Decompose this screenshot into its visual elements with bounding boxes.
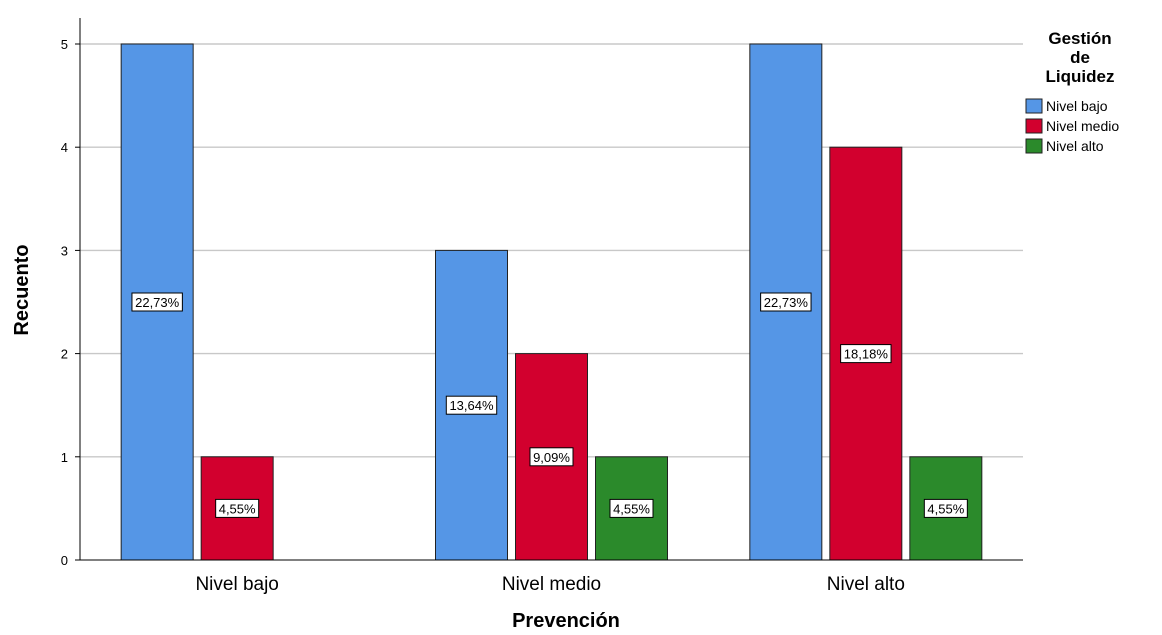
data-label: 13,64% — [449, 398, 494, 413]
legend-swatch — [1025, 118, 1043, 134]
y-tick-label: 4 — [61, 140, 68, 155]
y-tick-labels: 0 1 2 3 4 5 — [61, 37, 68, 568]
y-tick-label: 5 — [61, 37, 68, 52]
x-category-label: Nivel medio — [502, 574, 601, 595]
data-label-box — [760, 292, 812, 312]
legend-label: Nivel medio — [1046, 118, 1119, 134]
legend: Gestión de Liquidez Nivel bajo Nivel medi… — [1025, 29, 1119, 154]
x-category-labels: Nivel bajo Nivel medio Nivel alto — [195, 574, 904, 595]
data-label-box — [609, 498, 654, 518]
x-category-label: Nivel bajo — [195, 574, 278, 595]
y-tick-label: 2 — [61, 347, 68, 362]
data-label-box — [529, 447, 574, 467]
legend-swatch — [1025, 98, 1043, 114]
data-label-box — [445, 395, 498, 415]
data-label-box — [923, 498, 968, 518]
legend-label: Nivel alto — [1046, 138, 1104, 154]
legend-title-line-1: Gestión — [1048, 29, 1111, 48]
legend-title-line-3: Liquidez — [1046, 67, 1115, 86]
data-label: 4,55% — [927, 501, 964, 516]
legend-swatch — [1025, 138, 1043, 154]
data-label: 4,55% — [219, 501, 256, 516]
data-label-box — [215, 498, 260, 518]
y-tick-label: 3 — [61, 243, 68, 258]
legend-label: Nivel bajo — [1046, 98, 1108, 114]
y-tick-label: 1 — [61, 450, 68, 465]
legend-items: Nivel bajo Nivel medio Nivel alto — [1025, 98, 1119, 154]
data-label: 4,55% — [613, 501, 650, 516]
data-labels: 22,73% 4,55% 13,64% 9,09% 4,55% 22,73% 18,18% 4… — [131, 292, 968, 518]
data-label: 22,73% — [764, 295, 809, 310]
bars-group — [120, 43, 983, 561]
legend-title-line-2: de — [1070, 48, 1090, 67]
x-category-label: Nivel alto — [827, 574, 905, 595]
data-label: 18,18% — [844, 347, 889, 362]
axes-group — [75, 18, 1023, 561]
y-tick-label: 0 — [61, 553, 68, 568]
data-label: 22,73% — [135, 295, 180, 310]
y-axis-title: Recuento — [11, 244, 33, 335]
data-label-box — [840, 344, 892, 364]
data-label: 9,09% — [533, 450, 570, 465]
x-axis-title: Prevención — [512, 610, 620, 632]
data-label-box — [131, 292, 183, 312]
